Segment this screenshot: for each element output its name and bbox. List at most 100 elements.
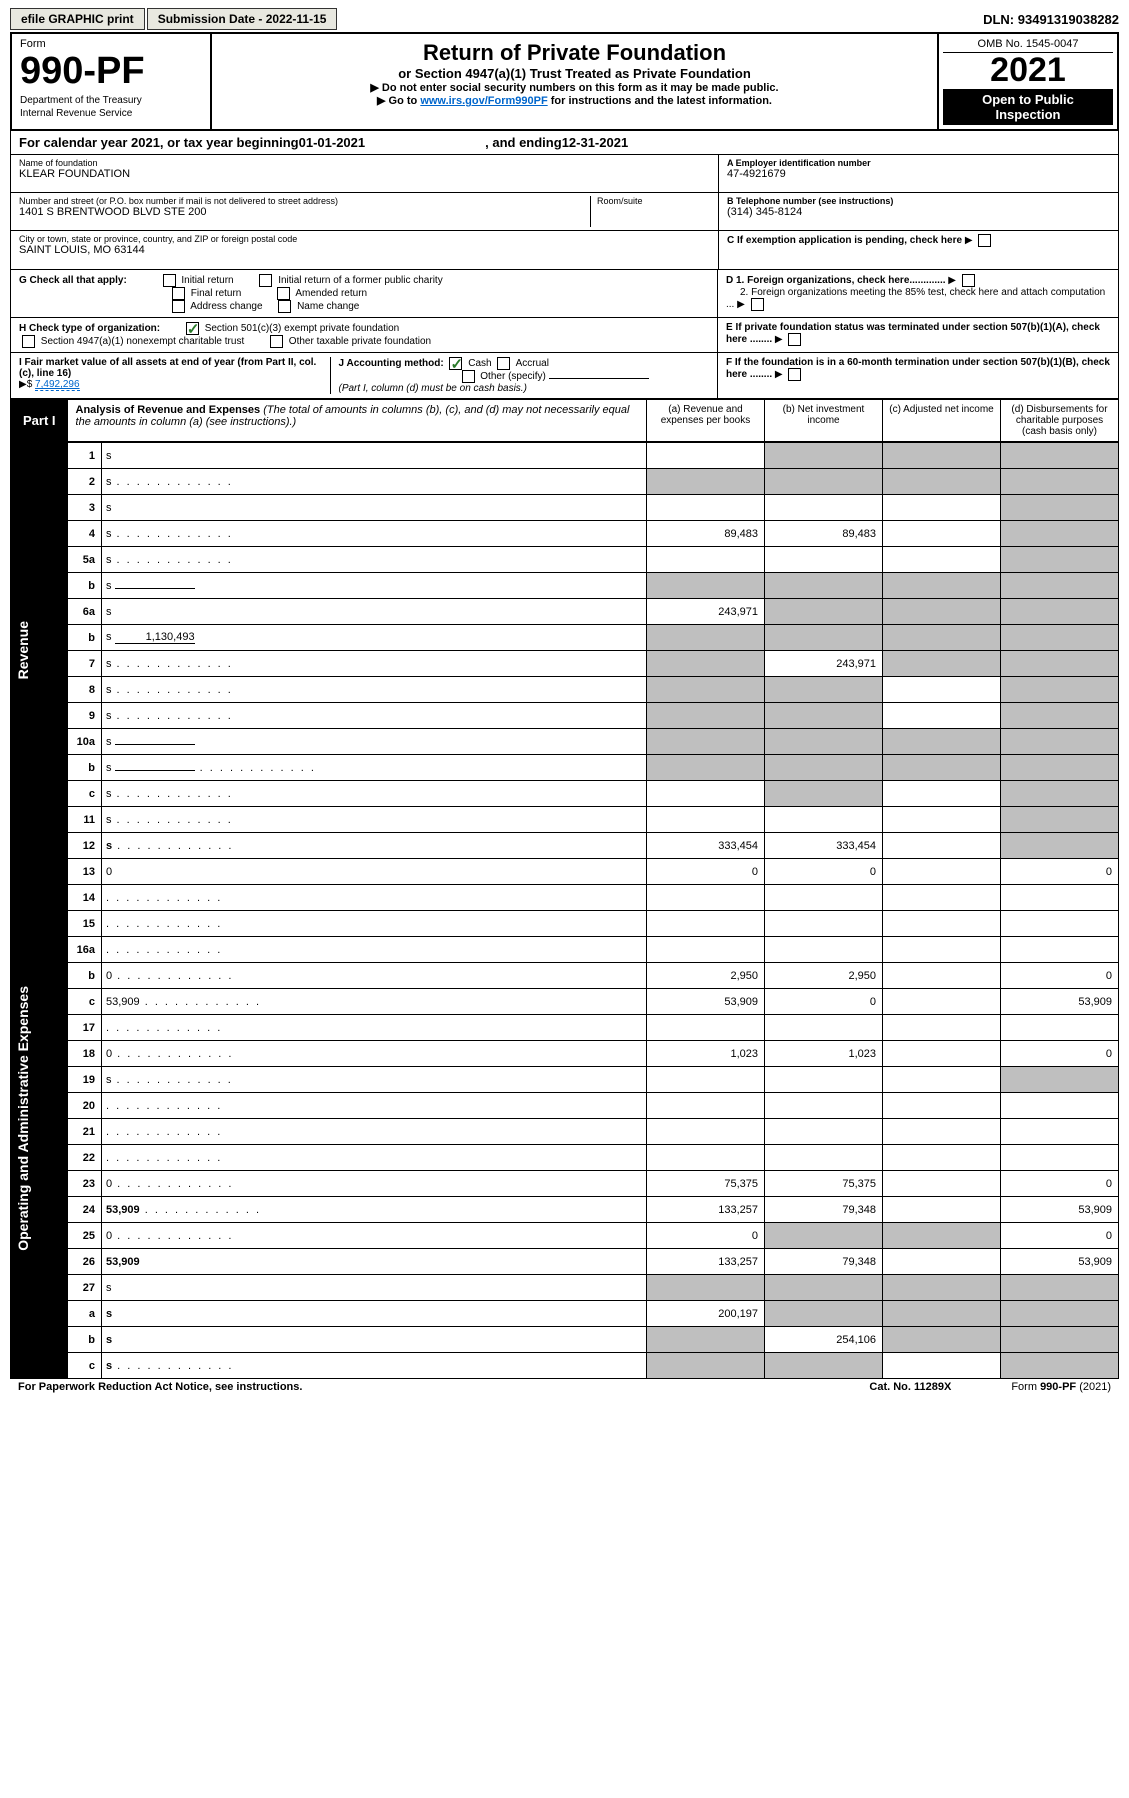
- amt-cell: [1001, 703, 1119, 729]
- amt-cell: [647, 677, 765, 703]
- amt-cell: 79,348: [765, 1197, 883, 1223]
- efile-button[interactable]: efile GRAPHIC print: [10, 8, 145, 30]
- amt-cell: [883, 1249, 1001, 1275]
- amt-cell: [1001, 937, 1119, 963]
- top-bar: efile GRAPHIC print Submission Date - 20…: [10, 8, 1119, 30]
- chk-4947[interactable]: [22, 335, 35, 348]
- line-desc: s: [102, 781, 647, 807]
- amt-cell: [883, 729, 1001, 755]
- amt-cell: [883, 1067, 1001, 1093]
- line-number: b: [68, 573, 102, 599]
- form-subtitle: or Section 4947(a)(1) Trust Treated as P…: [218, 66, 931, 81]
- amt-cell: [765, 599, 883, 625]
- line-number: 13: [68, 859, 102, 885]
- amt-cell: [647, 1093, 765, 1119]
- revenue-side-label: Revenue: [15, 621, 63, 679]
- amt-cell: [883, 469, 1001, 495]
- amt-cell: [647, 495, 765, 521]
- chk-name[interactable]: [278, 300, 291, 313]
- line-desc: s: [102, 469, 647, 495]
- chk-other-taxable[interactable]: [270, 335, 283, 348]
- chk-d1[interactable]: [962, 274, 975, 287]
- line-desc: s: [102, 833, 647, 859]
- amt-cell: [883, 521, 1001, 547]
- amt-cell: [765, 755, 883, 781]
- amt-cell: [765, 1093, 883, 1119]
- amt-cell: [765, 1015, 883, 1041]
- city-cell: City or town, state or province, country…: [11, 231, 718, 269]
- irs-link[interactable]: www.irs.gov/Form990PF: [420, 95, 547, 107]
- table-row: b02,9502,9500: [11, 963, 1119, 989]
- chk-initial[interactable]: [163, 274, 176, 287]
- amt-cell: [765, 469, 883, 495]
- chk-initial-former[interactable]: [259, 274, 272, 287]
- amt-cell: [1001, 469, 1119, 495]
- table-row: 16a: [11, 937, 1119, 963]
- amt-cell: 243,971: [647, 599, 765, 625]
- amt-cell: 0: [1001, 1171, 1119, 1197]
- chk-501c3[interactable]: [186, 322, 199, 335]
- line-desc: s: [102, 547, 647, 573]
- line-desc: 53,909: [102, 989, 647, 1015]
- amt-cell: [647, 625, 765, 651]
- chk-accrual[interactable]: [497, 357, 510, 370]
- instr-goto: ▶ Go to www.irs.gov/Form990PF for instru…: [218, 94, 931, 107]
- line-number: 14: [68, 885, 102, 911]
- amt-cell: [1001, 1275, 1119, 1301]
- chk-f[interactable]: [788, 368, 801, 381]
- form-number: 990-PF: [20, 50, 202, 93]
- amt-cell: [765, 703, 883, 729]
- line-desc: s: [102, 1067, 647, 1093]
- amt-cell: [883, 495, 1001, 521]
- amt-cell: 0: [647, 859, 765, 885]
- line-number: 21: [68, 1119, 102, 1145]
- amt-cell: [1001, 573, 1119, 599]
- amt-cell: [765, 911, 883, 937]
- checkbox-c[interactable]: [978, 234, 991, 247]
- chk-e[interactable]: [788, 333, 801, 346]
- amt-cell: [1001, 1119, 1119, 1145]
- chk-address[interactable]: [172, 300, 185, 313]
- chk-amended[interactable]: [277, 287, 290, 300]
- line-desc: [102, 1119, 647, 1145]
- amt-cell: [647, 469, 765, 495]
- chk-cash[interactable]: [449, 357, 462, 370]
- line-number: 18: [68, 1041, 102, 1067]
- table-row: 8s: [11, 677, 1119, 703]
- fmv-link[interactable]: 7,492,296: [35, 379, 80, 391]
- table-row: as200,197: [11, 1301, 1119, 1327]
- foundation-name-cell: Name of foundation KLEAR FOUNDATION: [11, 155, 718, 193]
- amt-cell: 333,454: [765, 833, 883, 859]
- table-row: 25000: [11, 1223, 1119, 1249]
- amt-cell: [765, 625, 883, 651]
- chk-d2[interactable]: [751, 298, 764, 311]
- amt-cell: 333,454: [647, 833, 765, 859]
- line-number: b: [68, 963, 102, 989]
- line-number: 17: [68, 1015, 102, 1041]
- amt-cell: [765, 1301, 883, 1327]
- amt-cell: [883, 755, 1001, 781]
- line-number: c: [68, 781, 102, 807]
- amt-cell: [765, 885, 883, 911]
- table-row: 15: [11, 911, 1119, 937]
- table-row: 6as243,971: [11, 599, 1119, 625]
- f-termination-cell: F If the foundation is in a 60-month ter…: [718, 353, 1118, 398]
- table-row: 7s243,971: [11, 651, 1119, 677]
- amt-cell: 133,257: [647, 1249, 765, 1275]
- line-number: c: [68, 989, 102, 1015]
- chk-other-method[interactable]: [462, 370, 475, 383]
- line-number: 4: [68, 521, 102, 547]
- amt-cell: 0: [765, 859, 883, 885]
- table-row: bs254,106: [11, 1327, 1119, 1353]
- tax-year: 2021: [943, 53, 1113, 87]
- chk-final[interactable]: [172, 287, 185, 300]
- amt-cell: [647, 1275, 765, 1301]
- line-desc: s 1,130,493: [102, 625, 647, 651]
- amt-cell: [647, 547, 765, 573]
- dept-treasury: Department of the Treasury: [20, 95, 202, 106]
- amt-cell: [1001, 885, 1119, 911]
- amt-cell: 0: [1001, 963, 1119, 989]
- amt-cell: [883, 651, 1001, 677]
- amt-cell: [883, 859, 1001, 885]
- part1-table: Revenue1s2s3s4s89,48389,4835asbs 6as243,…: [10, 442, 1119, 1379]
